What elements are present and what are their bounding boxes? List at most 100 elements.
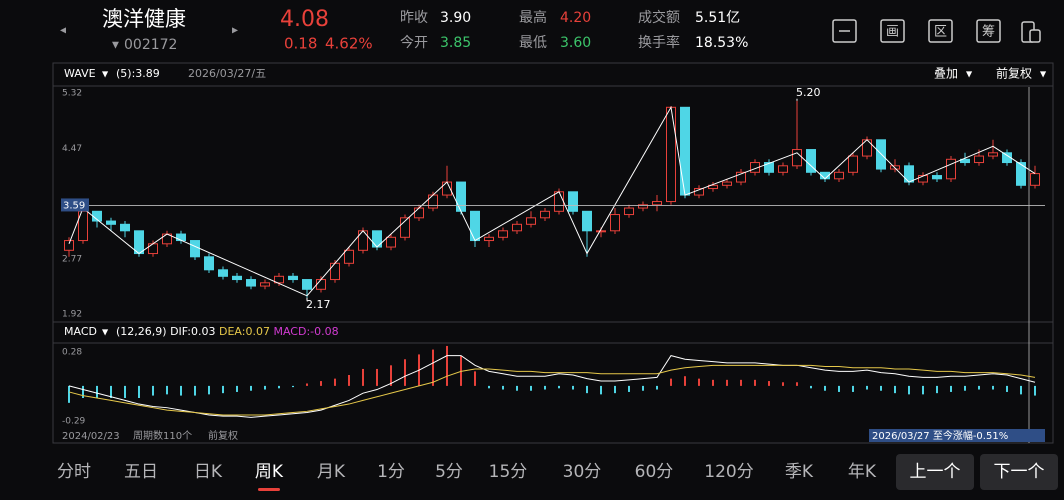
candle-body bbox=[470, 210, 480, 242]
y-tick-label: 0.28 bbox=[62, 348, 82, 358]
tab[interactable]: 15分 bbox=[489, 462, 528, 482]
periods: 周期数110个 bbox=[133, 429, 192, 442]
icon-frame[interactable] bbox=[976, 19, 1001, 43]
tab[interactable]: 30分 bbox=[563, 462, 602, 482]
stat-label: 今开 bbox=[400, 35, 428, 51]
legend-value: -0.08 bbox=[310, 325, 338, 338]
stock-name: 澳洋健康 bbox=[102, 7, 186, 31]
candle-body bbox=[120, 223, 130, 232]
candle-body bbox=[512, 223, 522, 232]
candle-body bbox=[960, 158, 970, 164]
candle-body bbox=[260, 282, 270, 287]
stat-label: 换手率 bbox=[638, 34, 680, 51]
nav-button-label[interactable]: 下一个 bbox=[994, 462, 1045, 482]
crosshair-label: 3.59 bbox=[63, 200, 85, 211]
icon-frame[interactable] bbox=[928, 19, 953, 43]
stat-value: 18.53% bbox=[695, 35, 748, 51]
tab[interactable]: 分时 bbox=[57, 462, 91, 482]
icon-frame[interactable] bbox=[880, 19, 905, 43]
icon-frame[interactable] bbox=[832, 19, 857, 43]
candle-body bbox=[778, 165, 788, 173]
overlay[interactable]: 叠加 bbox=[934, 67, 958, 81]
candle-body bbox=[554, 191, 564, 212]
tab[interactable]: 五日 bbox=[124, 462, 158, 482]
icon-rotate[interactable] bbox=[1021, 21, 1041, 43]
candle-body bbox=[582, 210, 592, 232]
annotation: 2.17 bbox=[306, 298, 331, 311]
prev-arrow[interactable]: ◂ bbox=[60, 23, 66, 37]
tab[interactable]: 季K bbox=[785, 462, 814, 482]
indicator-params: (5):3.89 bbox=[116, 67, 160, 80]
icon-glyph bbox=[1029, 29, 1041, 43]
wave-line bbox=[68, 105, 1036, 297]
candle-body bbox=[456, 181, 466, 212]
legend-name: DEA bbox=[219, 325, 242, 338]
icon-glyph: 区 bbox=[934, 25, 947, 40]
stat-value: 3.90 bbox=[440, 10, 471, 26]
y-tick-label: 5.32 bbox=[62, 89, 82, 99]
candle-body bbox=[652, 201, 662, 206]
indicator[interactable]: WAVE bbox=[64, 67, 96, 80]
candle-body bbox=[638, 204, 648, 209]
nav-button[interactable] bbox=[896, 454, 974, 490]
nav-button-label[interactable]: 上一个 bbox=[910, 462, 961, 482]
candle-body bbox=[1002, 152, 1012, 164]
tab[interactable]: 1分 bbox=[377, 462, 405, 482]
candle-body bbox=[932, 175, 942, 180]
tab[interactable]: 5分 bbox=[435, 462, 463, 482]
next-arrow[interactable]: ▸ bbox=[232, 23, 238, 37]
tab-underline bbox=[258, 488, 280, 491]
candle-body bbox=[288, 275, 298, 281]
icon-glyph: 画 bbox=[886, 25, 899, 40]
tabs: 分时 五日 日K 周K 月K 1分 5分 15分 30分 60分 120分 季K 年K 上一个 下一个 bbox=[57, 454, 1058, 491]
candle-body bbox=[64, 240, 74, 251]
tab[interactable]: 周K bbox=[255, 462, 284, 482]
macd-line bbox=[68, 355, 1036, 418]
candle-body bbox=[484, 236, 494, 242]
candle-body bbox=[428, 194, 438, 209]
stat-value: 3.60 bbox=[560, 35, 591, 51]
y-tick-label: 4.47 bbox=[62, 144, 82, 154]
candle-body bbox=[736, 171, 746, 183]
caret: ▼ bbox=[1040, 70, 1047, 79]
tab[interactable]: 120分 bbox=[704, 462, 753, 482]
stock-code: 002172 bbox=[124, 37, 177, 53]
stat-value: 5.51亿 bbox=[695, 10, 740, 26]
start-date: 2024/02/23 bbox=[62, 431, 120, 442]
change: 0.18 bbox=[284, 35, 317, 53]
tab[interactable]: 日K bbox=[194, 462, 223, 482]
nav-button[interactable] bbox=[980, 454, 1058, 490]
icon-minus[interactable] bbox=[832, 19, 857, 43]
candle-body bbox=[792, 149, 802, 167]
candle-body bbox=[974, 155, 984, 164]
icons: 画区筹 bbox=[880, 19, 1001, 43]
annotation: 5.20 bbox=[796, 86, 821, 99]
caret: ▼ bbox=[966, 70, 973, 79]
range-box bbox=[869, 429, 1045, 442]
macd-line bbox=[68, 364, 1036, 416]
candle-body bbox=[848, 155, 858, 173]
tab[interactable]: 60分 bbox=[635, 462, 674, 482]
candle-body bbox=[400, 217, 410, 238]
tab[interactable]: 月K bbox=[317, 462, 346, 482]
tab[interactable]: 年K bbox=[848, 462, 877, 482]
candle-body bbox=[666, 106, 676, 203]
candle-body bbox=[134, 230, 144, 255]
candle-body bbox=[344, 249, 354, 264]
candle-body bbox=[302, 279, 312, 290]
caret: ▼ bbox=[102, 70, 109, 79]
adjust[interactable]: 前复权 bbox=[996, 66, 1032, 81]
macd-title[interactable]: MACD bbox=[64, 325, 97, 338]
candle-body bbox=[414, 207, 424, 219]
candle-body bbox=[526, 217, 536, 225]
candle-body bbox=[596, 230, 606, 233]
crosshair-box bbox=[61, 198, 89, 212]
candle-body bbox=[624, 207, 634, 216]
stat-label: 最高 bbox=[519, 9, 547, 26]
legend-name: MACD bbox=[273, 325, 306, 338]
y-tick-label: 1.92 bbox=[62, 310, 82, 320]
